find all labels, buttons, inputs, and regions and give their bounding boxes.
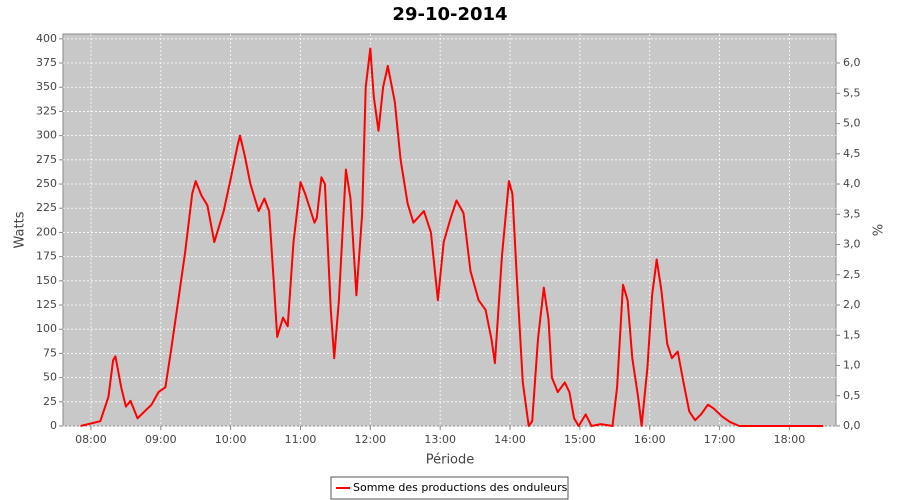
x-tick-label: 11:00	[285, 433, 317, 446]
x-axis-label: Période	[426, 453, 475, 468]
y-tick-label: 50	[43, 371, 57, 384]
y-tick-label: 0	[50, 419, 57, 432]
y-tick-label: 150	[36, 274, 57, 287]
y2-tick-label: 3,5	[843, 207, 861, 220]
y-tick-label: 250	[36, 177, 57, 190]
legend-label: Somme des productions des onduleurs	[353, 481, 568, 494]
legend	[330, 476, 569, 500]
chart-title: 29-10-2014	[392, 4, 507, 25]
y-tick-label: 375	[36, 56, 57, 69]
y-tick-label: 350	[36, 80, 57, 93]
y-tick-label: 325	[36, 104, 57, 117]
y-axis-label: Watts	[13, 211, 28, 248]
x-tick-label: 18:00	[774, 433, 806, 446]
y-tick-label: 100	[36, 322, 57, 335]
x-tick-label: 08:00	[75, 433, 107, 446]
y2-tick-label: 4,5	[843, 147, 861, 160]
x-tick-label: 09:00	[145, 433, 177, 446]
y2-tick-label: 5,5	[843, 86, 861, 99]
y-tick-label: 75	[43, 346, 57, 359]
y2-tick-label: 1,5	[843, 328, 861, 341]
line-series	[80, 47, 824, 427]
y-tick-label: 125	[36, 298, 57, 311]
x-tick-label: 17:00	[704, 433, 736, 446]
y2-axis-label: %	[869, 224, 884, 236]
x-tick-label: 15:00	[564, 433, 596, 446]
y-tick-label: 200	[36, 225, 57, 238]
y2-tick-label: 0,5	[843, 389, 861, 402]
y2-tick-label: 3,0	[843, 238, 861, 251]
y-tick-label: 25	[43, 395, 57, 408]
x-tick-label: 12:00	[354, 433, 386, 446]
y2-tick-label: 2,0	[843, 298, 861, 311]
x-tick-label: 10:00	[215, 433, 247, 446]
y2-tick-label: 0,0	[843, 419, 861, 432]
y2-tick-label: 6,0	[843, 56, 861, 69]
y2-tick-label: 2,5	[843, 268, 861, 281]
x-tick-label: 16:00	[634, 433, 666, 446]
y-tick-label: 400	[36, 32, 57, 45]
y-tick-label: 275	[36, 153, 57, 166]
y2-tick-label: 5,0	[843, 117, 861, 130]
y-tick-label: 175	[36, 250, 57, 263]
plot-area	[62, 33, 837, 427]
y2-tick-label: 1,0	[843, 359, 861, 372]
y-tick-label: 300	[36, 129, 57, 142]
y-tick-label: 225	[36, 201, 57, 214]
x-tick-label: 14:00	[494, 433, 526, 446]
x-tick-label: 13:00	[424, 433, 456, 446]
y2-tick-label: 4,0	[843, 177, 861, 190]
